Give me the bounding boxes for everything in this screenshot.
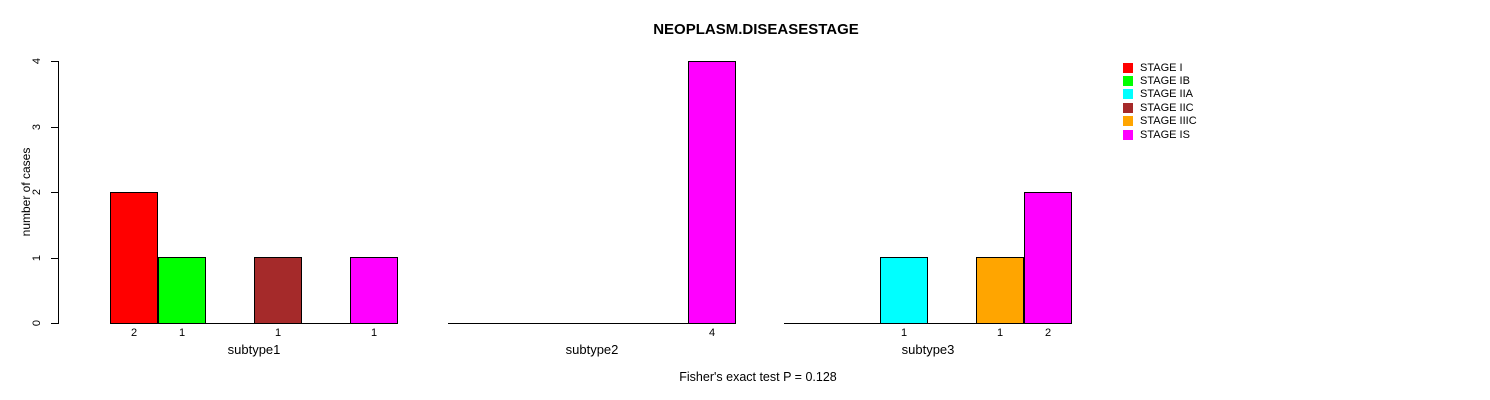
y-axis-tick [51, 61, 58, 62]
bar-stage-is [350, 257, 398, 324]
legend-label: STAGE IIA [1140, 88, 1193, 101]
y-tick-label: 3 [31, 123, 43, 130]
y-axis-tick [51, 192, 58, 193]
bar-value-label: 1 [996, 327, 1004, 339]
legend-entry: STAGE I [1123, 61, 1197, 74]
bar-stage-is [688, 61, 736, 324]
legend-color-swatch [1123, 62, 1133, 73]
bar-stage-i [110, 192, 158, 324]
bar-value-label: 2 [1044, 327, 1052, 339]
y-axis-line [58, 61, 59, 324]
bar-stage-iiic [976, 257, 1024, 324]
legend-entry: STAGE IIA [1123, 88, 1197, 101]
bar-stage-iia [880, 257, 928, 324]
bar-stage-ib [158, 257, 206, 324]
legend-entry: STAGE IB [1123, 74, 1197, 87]
legend-label: STAGE IIIC [1140, 115, 1197, 128]
y-axis-tick [51, 257, 58, 259]
fisher-test-annotation: Fisher's exact test P = 0.128 [679, 370, 837, 384]
legend-color-swatch [1123, 89, 1133, 100]
bar-value-label: 1 [900, 327, 908, 339]
legend-label: STAGE IIC [1140, 101, 1194, 114]
legend-label: STAGE I [1140, 61, 1183, 74]
group-label-subtype2: subtype2 [565, 342, 619, 357]
bar-value-label: 1 [274, 327, 282, 339]
legend-color-swatch [1123, 116, 1133, 127]
bar-stage-is [1024, 192, 1072, 324]
y-tick-label: 4 [31, 57, 43, 65]
y-axis-title: number of cases [19, 147, 33, 237]
legend-color-swatch [1123, 129, 1133, 140]
legend-entry: STAGE IS [1123, 128, 1197, 141]
bar-stage-iic [254, 257, 302, 324]
x-axis-baseline [448, 323, 736, 324]
y-tick-label: 0 [31, 319, 43, 327]
legend: STAGE I STAGE IB STAGE IIA STAGE IIC STAGE I… [1123, 61, 1197, 141]
legend-color-swatch [1123, 102, 1133, 113]
x-axis-baseline [784, 323, 1072, 324]
y-tick-label: 1 [31, 254, 43, 261]
y-axis-tick [51, 323, 58, 324]
legend-entry: STAGE IIC [1123, 101, 1197, 114]
legend-entry: STAGE IIIC [1123, 115, 1197, 128]
chart-title: NEOPLASM.DISEASESTAGE [653, 21, 859, 38]
group-label-subtype3: subtype3 [901, 342, 955, 357]
bar-value-label: 1 [178, 327, 186, 339]
bar-value-label: 2 [130, 327, 138, 339]
legend-color-swatch [1123, 76, 1133, 87]
group-label-subtype1: subtype1 [227, 342, 281, 357]
y-axis-tick [51, 126, 58, 128]
legend-label: STAGE IS [1140, 128, 1190, 141]
bar-value-label: 4 [708, 327, 716, 339]
bar-value-label: 1 [370, 327, 378, 339]
legend-label: STAGE IB [1140, 75, 1190, 88]
